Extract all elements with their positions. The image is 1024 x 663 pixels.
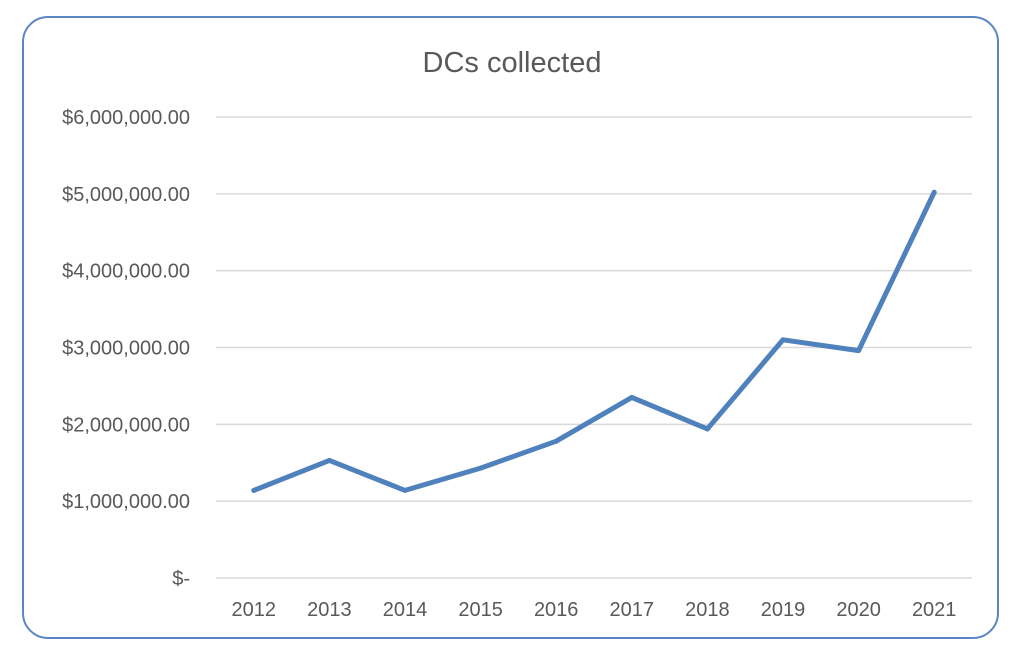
chart-frame (22, 16, 999, 639)
data-point (553, 438, 559, 444)
x-tick-label: 2021 (912, 599, 957, 621)
y-tick-label: $1,000,000.00 (62, 491, 190, 513)
data-point (251, 487, 257, 493)
y-tick-label: $4,000,000.00 (62, 261, 190, 283)
y-tick-label: $6,000,000.00 (62, 107, 190, 129)
data-point (780, 337, 786, 343)
x-axis-tick-labels: 2012 2013 2014 2015 2016 2017 2018 2019 2020 2021 (232, 599, 957, 621)
data-point (931, 189, 937, 195)
data-point (704, 426, 710, 432)
series-layer (251, 189, 937, 493)
x-tick-label: 2016 (534, 599, 579, 621)
x-tick-label: 2015 (458, 599, 503, 621)
y-tick-label: $2,000,000.00 (62, 414, 190, 436)
x-tick-label: 2012 (232, 599, 277, 621)
x-tick-label: 2014 (383, 599, 428, 621)
x-tick-label: 2020 (836, 599, 881, 621)
data-point (629, 394, 635, 400)
data-point (478, 465, 484, 471)
x-tick-label: 2013 (307, 599, 352, 621)
data-point (326, 457, 332, 463)
x-tick-label: 2019 (761, 599, 806, 621)
data-point (402, 487, 408, 493)
y-axis-tick-labels: $- $1,000,000.00 $2,000,000.00 $3,000,000.0… (62, 107, 190, 590)
chart-title: DCs collected (423, 47, 602, 79)
y-tick-label: $5,000,000.00 (62, 184, 190, 206)
y-tick-label: $- (172, 568, 190, 590)
x-tick-label: 2018 (685, 599, 730, 621)
gridlines (216, 116, 972, 579)
data-point (856, 348, 862, 354)
x-tick-label: 2017 (610, 599, 655, 621)
y-tick-label: $3,000,000.00 (62, 338, 190, 360)
series-line (251, 189, 937, 493)
